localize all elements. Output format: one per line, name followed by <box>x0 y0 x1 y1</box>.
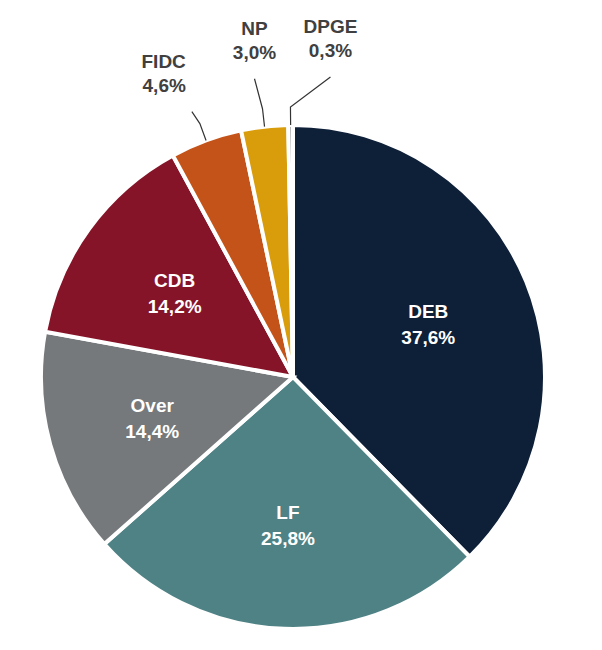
svg-text:DPGE0,3%: DPGE0,3% <box>304 16 358 61</box>
svg-text:Over14,4%: Over14,4% <box>125 395 179 442</box>
svg-text:LF25,8%: LF25,8% <box>261 502 315 549</box>
svg-text:FIDC4,6%: FIDC4,6% <box>142 51 187 96</box>
svg-text:CDB14,2%: CDB14,2% <box>148 270 202 317</box>
svg-text:NP3,0%: NP3,0% <box>233 18 276 63</box>
svg-text:DEB37,6%: DEB37,6% <box>401 301 455 348</box>
